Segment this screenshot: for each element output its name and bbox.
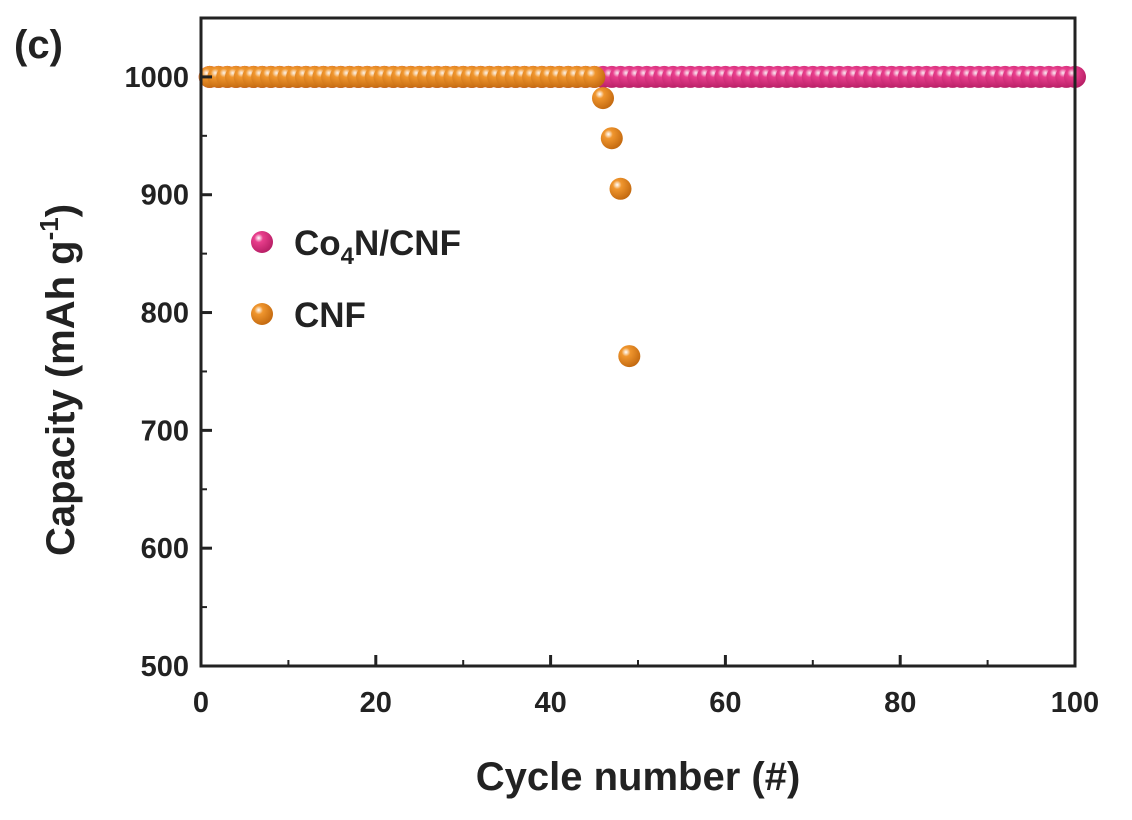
data-point bbox=[600, 127, 623, 150]
x-tick-label: 0 bbox=[193, 687, 209, 719]
plot-frame bbox=[199, 16, 1077, 668]
x-tick-label: 40 bbox=[534, 687, 566, 719]
x-tick-label: 60 bbox=[709, 687, 741, 719]
legend-label-cnf: CNF bbox=[294, 296, 366, 335]
legend-label-co4n-cnf-subscript: 4 bbox=[341, 243, 355, 270]
data-point bbox=[592, 87, 614, 110]
data-point bbox=[609, 177, 632, 200]
y-tick-label: 700 bbox=[141, 415, 189, 447]
x-axis-title: Cycle number (#) bbox=[476, 755, 801, 799]
y-axis-title-superscript: -1 bbox=[34, 217, 64, 240]
x-axis-ticks: 0 20 40 60 80 100 bbox=[193, 655, 1099, 719]
legend-label-co4n-cnf-part3: N/CNF bbox=[354, 224, 461, 263]
legend-marker-co4n-cnf bbox=[251, 231, 273, 253]
series-cnf bbox=[198, 65, 641, 368]
y-axis-title: Capacity (mAh g-1) bbox=[34, 204, 83, 556]
legend-label-co4n-cnf-part1: Co bbox=[294, 224, 341, 263]
data-point bbox=[618, 345, 641, 368]
y-axis-title-close: ) bbox=[39, 204, 83, 217]
legend-label-co4n-cnf: Co4N/CNF bbox=[294, 224, 461, 270]
y-tick-label: 600 bbox=[141, 533, 189, 565]
x-tick-label: 100 bbox=[1051, 687, 1099, 719]
y-tick-label: 900 bbox=[141, 180, 189, 212]
y-tick-label: 1000 bbox=[124, 62, 189, 94]
y-axis-ticks: 500 600 700 800 900 1000 bbox=[124, 17, 212, 683]
y-tick-label: 500 bbox=[141, 651, 189, 683]
x-tick-label: 20 bbox=[360, 687, 392, 719]
y-tick-label: 800 bbox=[141, 298, 189, 330]
data-point bbox=[583, 65, 606, 88]
legend: Co4N/CNF CNF bbox=[251, 224, 461, 335]
series-layer bbox=[198, 65, 1086, 368]
y-axis-title-main: Capacity (mAh g bbox=[39, 240, 83, 556]
panel-label: (c) bbox=[14, 23, 63, 67]
legend-marker-cnf bbox=[251, 303, 273, 325]
x-tick-label: 80 bbox=[884, 687, 916, 719]
